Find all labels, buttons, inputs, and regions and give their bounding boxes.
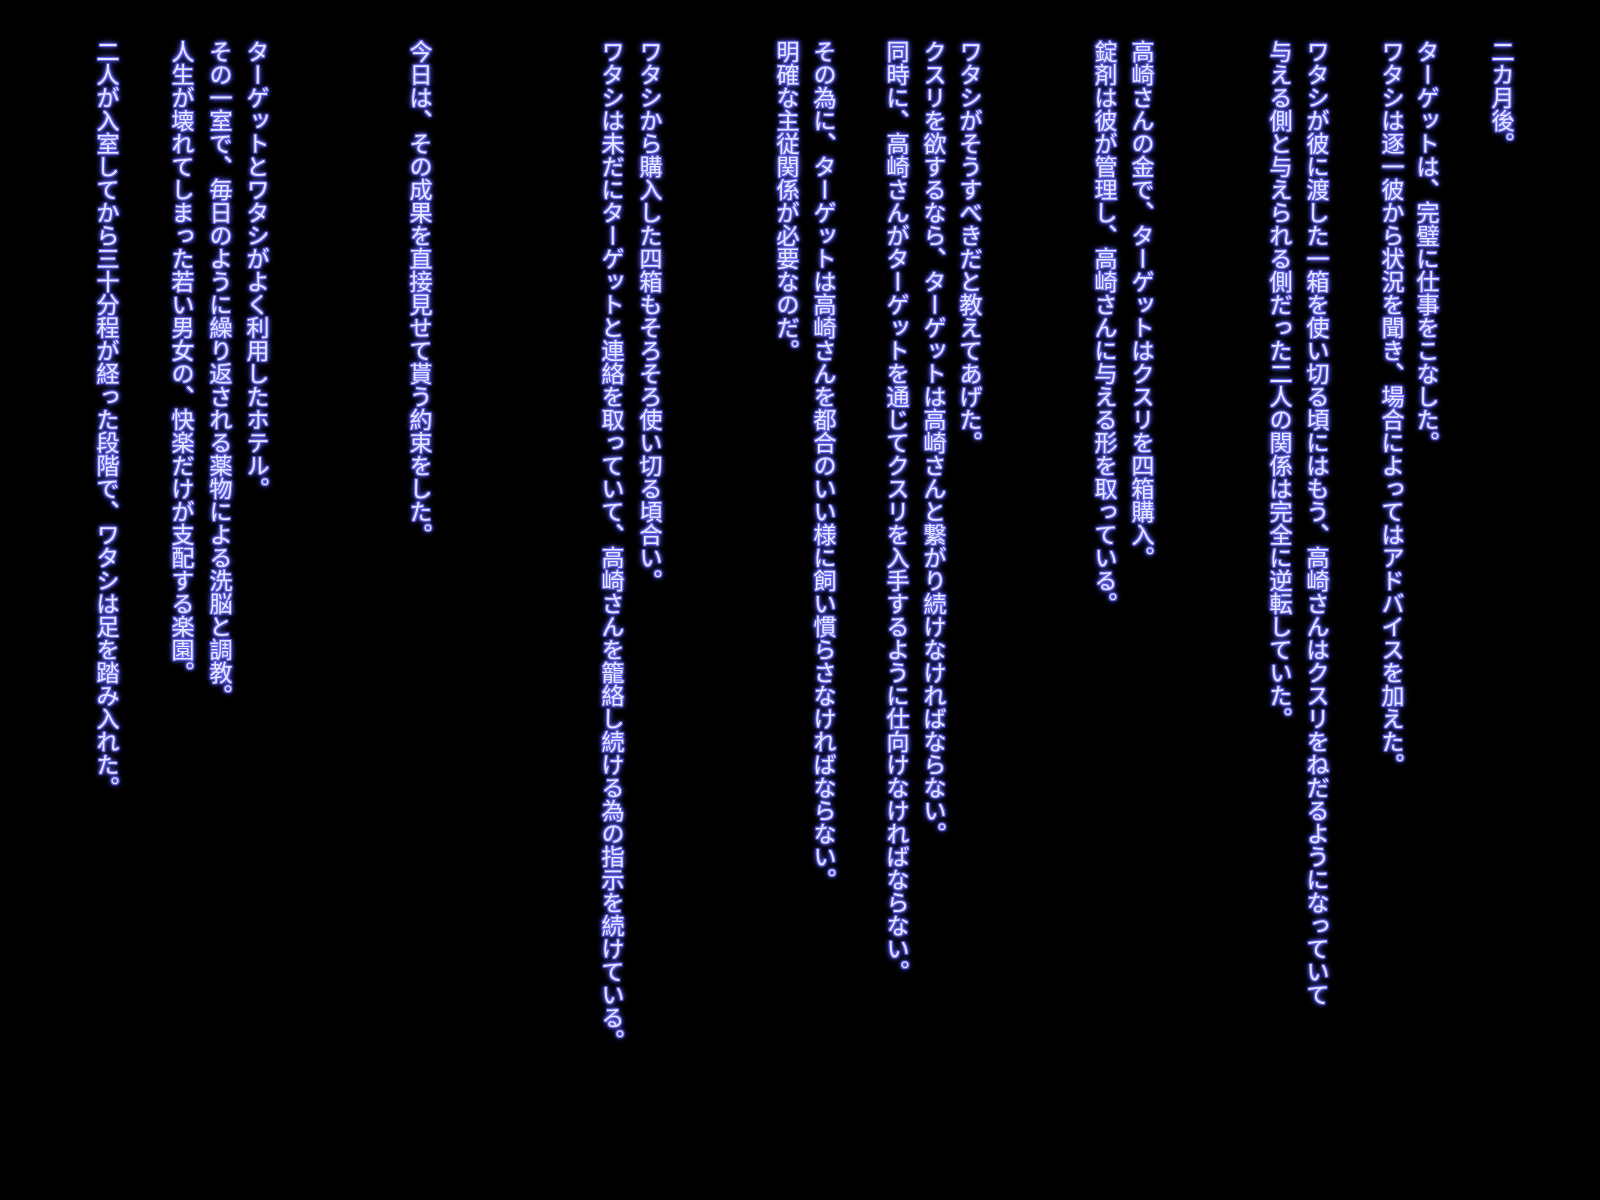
text-line: 高崎さんの金で、ターゲットはクスリを四箱購入。 [1127,40,1153,569]
text-line: ワタシは未だにターゲットと連絡を取っていて、高崎さんを籠絡し続ける為の指示を続け… [597,40,623,1052]
text-line: ターゲットは、完璧に仕事をこなした。 [1412,40,1438,454]
text-line: ワタシがそうすべきだと教えてあげた。 [955,40,981,454]
text-line: その為に、ターゲットは高崎さんを都合のいい様に飼い慣らさなければならない。 [809,40,835,891]
text-line: クスリを欲するなら、ターゲットは高崎さんと繋がり続けなければならない。 [919,40,945,845]
text-line: ワタシは逐一彼から状況を聞き、場合によってはアドバイスを加えた。 [1377,40,1403,776]
text-line: 今日は、その成果を直接見せて貰う約束をした。 [405,40,431,546]
text-line: 同時に、高崎さんがターゲットを通じてクスリを入手するように仕向けなければならない… [882,40,908,983]
text-line: 人生が壊れてしまった若い男女の、快楽だけが支配する楽園。 [167,40,193,684]
text-line: その一室で、毎日のように繰り返される薬物による洗脳と調教。 [205,40,231,707]
text-line: 二人が入室してから三十分程が経った段階で、ワタシは足を踏み入れた。 [92,40,118,799]
text-line: 二カ月後。 [1487,40,1513,155]
text-line: ワタシが彼に渡した一箱を使い切る頃にはもう、高崎さんはクスリをねだるようになって… [1302,40,1328,1006]
text-line: 錠剤は彼が管理し、高崎さんに与える形を取っている。 [1090,40,1116,615]
text-line: 与える側と与えられる側だった二人の関係は完全に逆転していた。 [1265,40,1291,730]
text-line: ターゲットとワタシがよく利用したホテル。 [242,40,268,500]
text-line: 明確な主従関係が必要なのだ。 [772,40,798,362]
text-line: ワタシから購入した四箱もそろそろ使い切る頃合い。 [635,40,661,592]
